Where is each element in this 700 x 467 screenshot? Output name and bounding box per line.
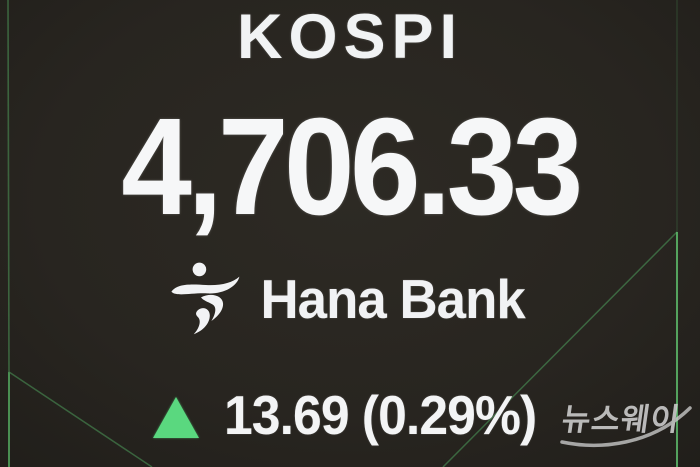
news-watermark: 뉴스웨이 (550, 392, 698, 459)
chart-line-right-diagonal (442, 231, 678, 467)
index-title: KOSPI (236, 2, 464, 72)
chart-line-left-vertical-upper (7, 0, 10, 373)
change-value: 13.69 (224, 384, 350, 446)
up-triangle-icon (153, 397, 200, 438)
change-text: 13.69 (0.29%) (224, 388, 537, 443)
hana-bank-symbol-icon (171, 262, 240, 335)
watermark-swoosh (560, 406, 692, 447)
watermark-text: 뉴스웨이 (560, 402, 683, 437)
bank-brand: Hana Bank (0, 256, 700, 342)
index-value: 4,706.33 (121, 90, 583, 244)
chart-line-left-diagonal (8, 371, 153, 467)
index-change: 13.69 (0.29%) (0, 388, 700, 443)
change-percent: (0.29%) (362, 384, 537, 446)
bank-name: Hana Bank (260, 267, 526, 330)
